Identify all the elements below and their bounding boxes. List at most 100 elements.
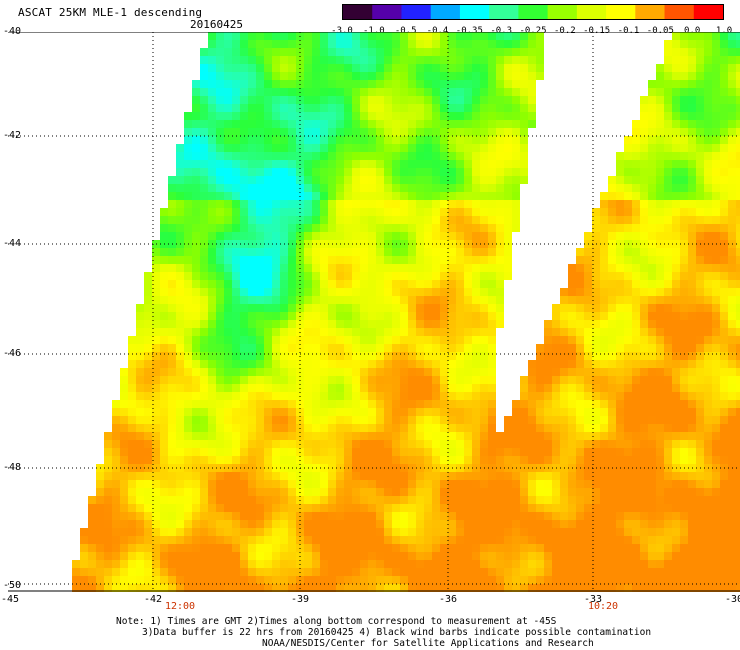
swath-cell bbox=[640, 296, 648, 304]
swath-cell bbox=[144, 320, 152, 328]
swath-cell bbox=[384, 272, 392, 280]
swath-cell bbox=[400, 152, 408, 160]
swath-cell bbox=[248, 176, 256, 184]
swath-cell bbox=[240, 360, 248, 368]
swath-cell bbox=[400, 184, 408, 192]
swath-cell bbox=[696, 408, 704, 416]
swath-cell bbox=[392, 32, 400, 40]
swath-cell bbox=[232, 280, 240, 288]
swath-cell bbox=[736, 200, 740, 208]
swath-cell bbox=[464, 96, 472, 104]
swath-cell bbox=[552, 560, 560, 568]
swath-cell bbox=[120, 424, 128, 432]
swath-cell bbox=[280, 488, 288, 496]
swath-cell bbox=[592, 384, 600, 392]
swath-cell bbox=[472, 208, 480, 216]
swath-cell bbox=[344, 96, 352, 104]
swath-cell bbox=[520, 32, 528, 40]
swath-cell bbox=[584, 360, 592, 368]
swath-cell bbox=[456, 400, 464, 408]
swath-cell bbox=[504, 48, 512, 56]
swath-cell bbox=[176, 312, 184, 320]
swath-cell bbox=[440, 248, 448, 256]
swath-cell bbox=[424, 328, 432, 336]
swath-cell bbox=[424, 384, 432, 392]
swath-cell bbox=[464, 128, 472, 136]
swath-cell bbox=[232, 472, 240, 480]
swath-cell bbox=[360, 88, 368, 96]
swath-cell bbox=[360, 536, 368, 544]
swath-cell bbox=[400, 512, 408, 520]
swath-cell bbox=[384, 320, 392, 328]
swath-cell bbox=[312, 32, 320, 40]
swath-cell bbox=[392, 288, 400, 296]
swath-cell bbox=[272, 552, 280, 560]
swath-cell bbox=[240, 280, 248, 288]
swath-cell bbox=[264, 504, 272, 512]
swath-cell bbox=[688, 96, 696, 104]
swath-cell bbox=[712, 160, 720, 168]
swath-cell bbox=[616, 520, 624, 528]
swath-cell bbox=[192, 264, 200, 272]
swath-cell bbox=[528, 520, 536, 528]
swath-cell bbox=[368, 472, 376, 480]
swath-cell bbox=[360, 328, 368, 336]
swath-cell bbox=[200, 456, 208, 464]
swath-cell bbox=[520, 144, 528, 152]
swath-cell bbox=[264, 64, 272, 72]
swath-cell bbox=[712, 384, 720, 392]
swath-cell bbox=[504, 120, 512, 128]
swath-cell bbox=[616, 264, 624, 272]
swath-cell bbox=[200, 176, 208, 184]
swath-cell bbox=[368, 104, 376, 112]
swath-cell bbox=[584, 528, 592, 536]
swath-cell bbox=[288, 552, 296, 560]
swath-cell bbox=[624, 352, 632, 360]
swath-cell bbox=[640, 320, 648, 328]
swath-cell bbox=[208, 392, 216, 400]
swath-cell bbox=[128, 432, 136, 440]
swath-cell bbox=[280, 472, 288, 480]
swath-cell bbox=[688, 432, 696, 440]
swath-cell bbox=[240, 344, 248, 352]
swath-cell bbox=[464, 80, 472, 88]
swath-cell bbox=[376, 160, 384, 168]
swath-cell bbox=[392, 584, 400, 592]
swath-cell bbox=[368, 32, 376, 40]
swath-cell bbox=[712, 144, 720, 152]
swath-cell bbox=[160, 264, 168, 272]
swath-cell bbox=[232, 176, 240, 184]
swath-cell bbox=[392, 408, 400, 416]
swath-cell bbox=[472, 456, 480, 464]
swath-cell bbox=[552, 408, 560, 416]
swath-cell bbox=[312, 392, 320, 400]
swath-cell bbox=[200, 104, 208, 112]
swath-cell bbox=[160, 304, 168, 312]
swath-cell bbox=[336, 448, 344, 456]
swath-cell bbox=[560, 352, 568, 360]
swath-cell bbox=[424, 144, 432, 152]
swath-cell bbox=[328, 576, 336, 584]
swath-cell bbox=[704, 448, 712, 456]
swath-cell bbox=[112, 488, 120, 496]
swath-cell bbox=[360, 48, 368, 56]
swath-cell bbox=[552, 384, 560, 392]
swath-cell bbox=[512, 72, 520, 80]
swath-cell bbox=[464, 584, 472, 592]
lat-tick-label: -40 bbox=[3, 26, 22, 37]
swath-cell bbox=[480, 168, 488, 176]
swath-cell bbox=[136, 344, 144, 352]
lat-tick-label: -50 bbox=[3, 580, 22, 591]
swath-cell bbox=[512, 48, 520, 56]
swath-cell bbox=[624, 560, 632, 568]
swath-cell bbox=[328, 200, 336, 208]
swath-cell bbox=[456, 216, 464, 224]
swath-cell bbox=[224, 296, 232, 304]
swath-cell bbox=[288, 528, 296, 536]
swath-cell bbox=[672, 544, 680, 552]
swath-cell bbox=[336, 496, 344, 504]
swath-cell bbox=[392, 496, 400, 504]
swath-cell bbox=[400, 328, 408, 336]
swath-cell bbox=[272, 520, 280, 528]
swath-cell bbox=[560, 512, 568, 520]
